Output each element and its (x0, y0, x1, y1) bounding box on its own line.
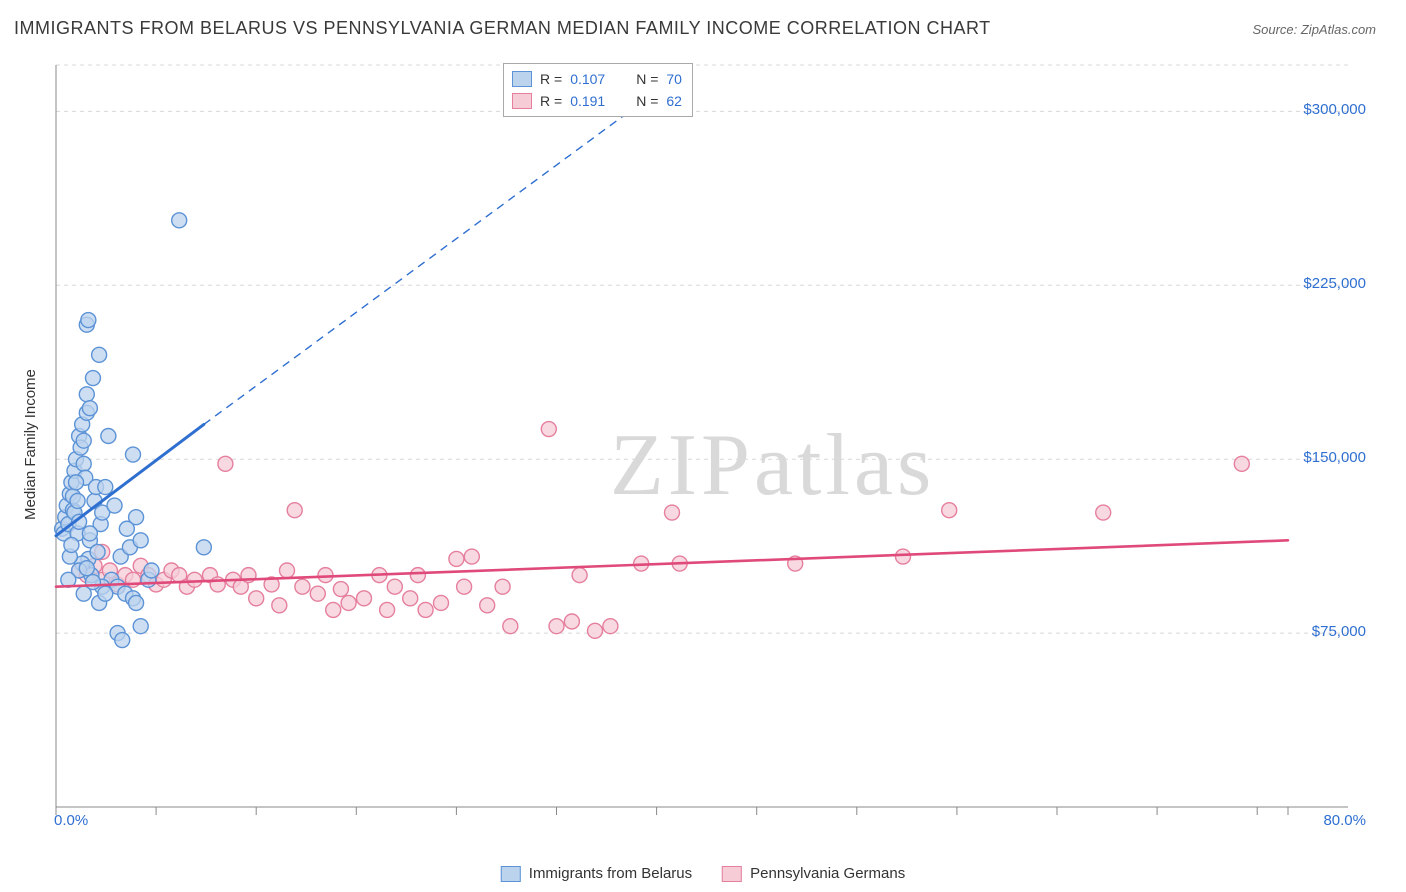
n-label: N = (636, 71, 658, 87)
legend-label: Immigrants from Belarus (529, 865, 692, 882)
stats-legend: R = 0.107 N = 70 R = 0.191 N = 62 (503, 63, 693, 117)
r-label: R = (540, 93, 562, 109)
source-attribution: Source: ZipAtlas.com (1252, 22, 1376, 37)
legend-item-blue: Immigrants from Belarus (501, 865, 692, 882)
y-tick: $225,000 (1303, 275, 1366, 292)
stats-legend-row: R = 0.107 N = 70 (512, 68, 682, 90)
series-legend: Immigrants from Belarus Pennsylvania Ger… (501, 865, 905, 882)
chart-svg (50, 55, 1380, 825)
y-axis-label: Median Family Income (22, 369, 39, 520)
x-tick: 80.0% (1323, 812, 1366, 829)
y-tick: $75,000 (1312, 623, 1366, 640)
correlation-scatter-plot: ZIPatlas R = 0.107N = 70R = 0.191N = 62 … (50, 55, 1380, 825)
chart-title: IMMIGRANTS FROM BELARUS VS PENNSYLVANIA … (14, 18, 991, 39)
n-value: 62 (666, 93, 682, 109)
legend-label: Pennsylvania Germans (750, 865, 905, 882)
legend-item-pink: Pennsylvania Germans (722, 865, 905, 882)
r-value: 0.107 (570, 71, 620, 87)
square-icon (512, 93, 532, 109)
square-icon (512, 71, 532, 87)
square-icon (501, 866, 521, 882)
n-label: N = (636, 93, 658, 109)
y-tick: $300,000 (1303, 101, 1366, 118)
r-value: 0.191 (570, 93, 620, 109)
y-tick: $150,000 (1303, 449, 1366, 466)
stats-legend-row: R = 0.191 N = 62 (512, 90, 682, 112)
n-value: 70 (666, 71, 682, 87)
r-label: R = (540, 71, 562, 87)
square-icon (722, 866, 742, 882)
x-tick: 0.0% (54, 812, 88, 829)
